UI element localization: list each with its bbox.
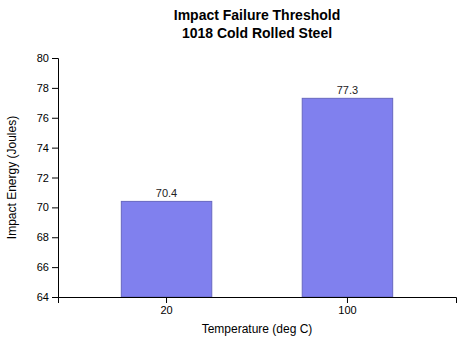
tick-mark (52, 58, 58, 59)
y-tick: 80 (37, 52, 58, 64)
tick-label: 20 (160, 304, 172, 316)
tick-mark (52, 148, 58, 149)
tick-label: 78 (37, 82, 49, 94)
tick-label: 74 (37, 142, 49, 154)
x-tick: 100 (338, 297, 356, 316)
bar (302, 98, 392, 297)
subtitle: 1018 Cold Rolled Steel (182, 25, 332, 41)
tick-mark (52, 118, 58, 119)
tick-mark (52, 88, 58, 89)
y-tick: 64 (37, 291, 58, 303)
tick-label: 100 (338, 304, 356, 316)
tick-mark (166, 297, 167, 303)
title: Impact Failure Threshold (174, 7, 340, 23)
bar (121, 201, 211, 297)
tick-label: 72 (37, 172, 49, 184)
tick-label: 66 (37, 261, 49, 273)
axis-domain (52, 59, 59, 298)
tick-label: 68 (37, 231, 49, 243)
plot: 64 66 68 70 72 74 76 78 80 20 100 70.4 77.3 (37, 52, 457, 316)
y-tick: 72 (37, 172, 58, 184)
y-tick: 68 (37, 231, 58, 243)
data-label: 77.3 (337, 84, 358, 96)
tick-mark (347, 297, 348, 303)
tick-label: 64 (37, 291, 49, 303)
data-labels: 70.4 77.3 (156, 84, 358, 199)
x-tick: 20 (160, 297, 172, 316)
y-axis: 64 66 68 70 72 74 76 78 80 (37, 52, 59, 303)
y-tick: 66 (37, 261, 58, 273)
tick-mark (52, 237, 58, 238)
tick-label: 80 (37, 52, 49, 64)
tick-mark (52, 267, 58, 268)
data-label: 70.4 (156, 187, 177, 199)
y-tick: 76 (37, 112, 58, 124)
tick-mark (52, 207, 58, 208)
chart: 64 66 68 70 72 74 76 78 80 20 100 70.4 77.3 Impact Fa… (0, 0, 474, 343)
y-axis-title: Impact Energy (Joules) (5, 116, 19, 239)
y-tick: 74 (37, 142, 58, 154)
tick-mark (52, 178, 58, 179)
tick-label: 76 (37, 112, 49, 124)
x-axis: 20 100 (59, 297, 457, 316)
y-tick: 70 (37, 201, 58, 213)
tick-label: 70 (37, 201, 49, 213)
x-axis-title: Temperature (deg C) (202, 322, 313, 336)
axis-domain (59, 298, 457, 304)
y-tick: 78 (37, 82, 58, 94)
tick-mark (52, 297, 58, 298)
bars (121, 98, 392, 297)
